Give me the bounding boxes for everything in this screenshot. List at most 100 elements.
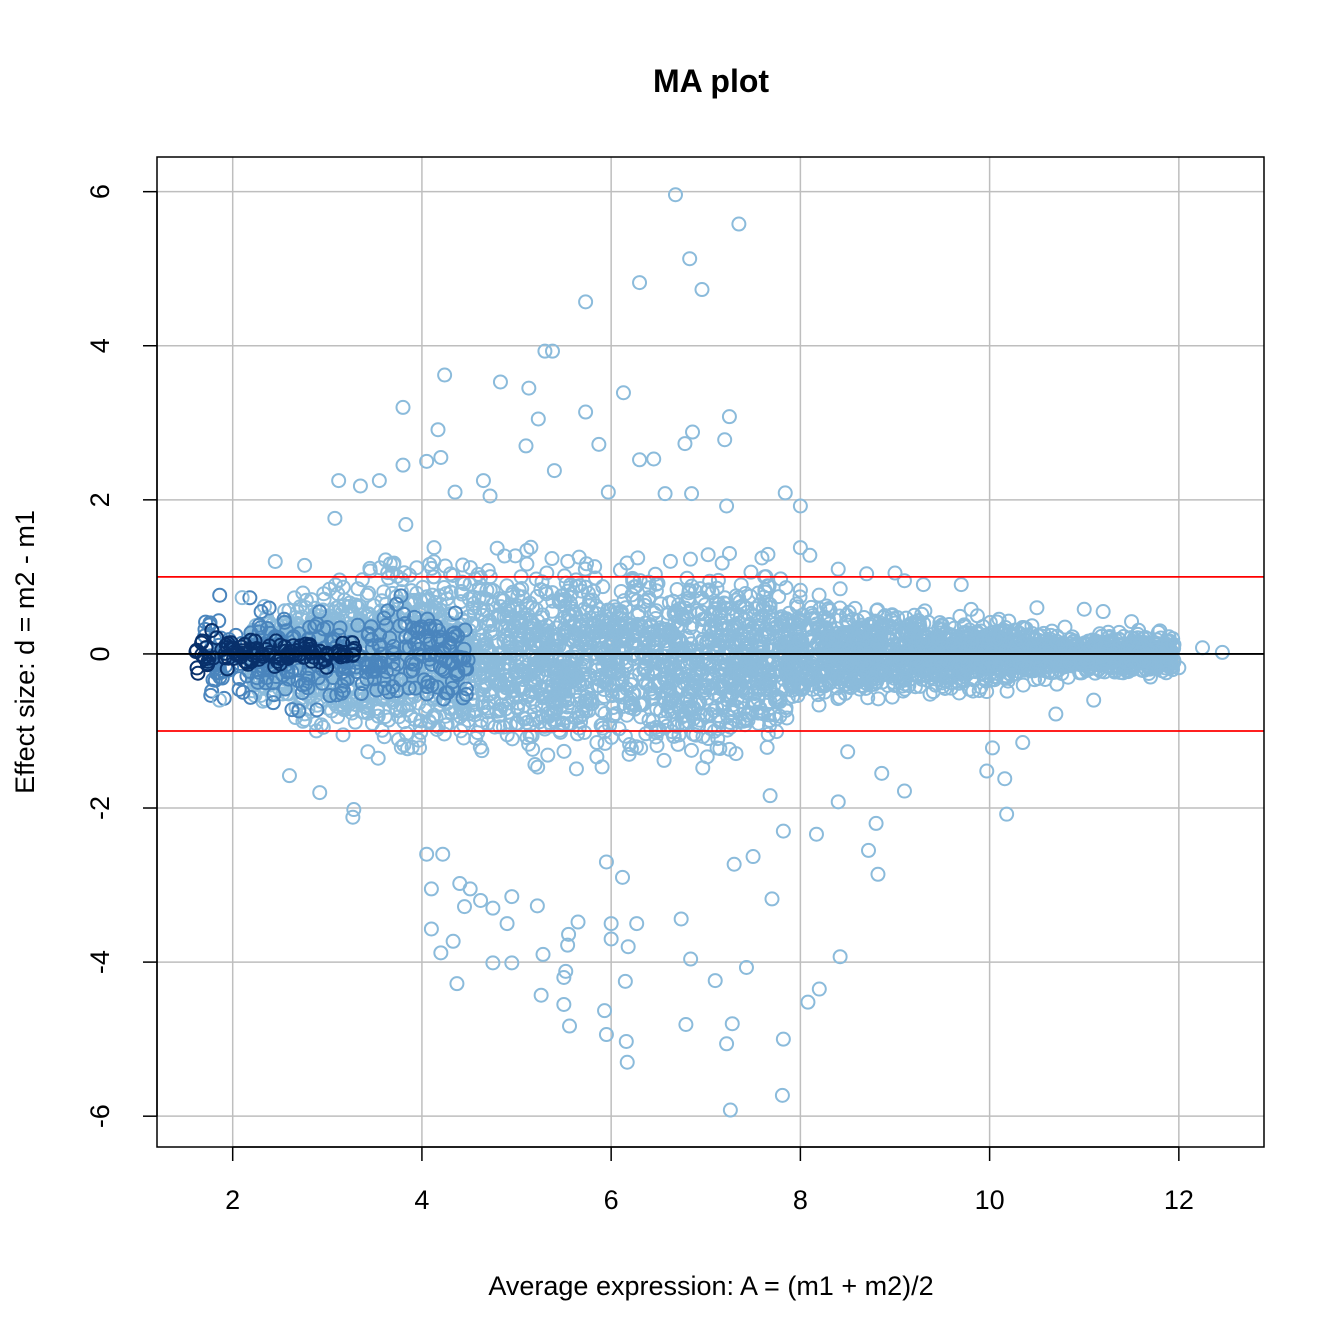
data-point: [190, 665, 206, 681]
data-point: [277, 681, 293, 697]
data-point: [564, 665, 580, 681]
data-point: [523, 539, 539, 555]
data-point: [896, 783, 912, 799]
data-point: [637, 633, 653, 649]
data-point: [747, 655, 763, 671]
data-point: [482, 613, 498, 629]
data-point: [682, 251, 698, 267]
data-point: [513, 613, 529, 629]
data-point: [824, 632, 840, 648]
data-point: [724, 1016, 740, 1032]
data-point: [600, 484, 616, 500]
data-point: [1121, 663, 1137, 679]
data-point: [519, 542, 535, 558]
x-tick-label: 10: [975, 1185, 1005, 1215]
data-point: [455, 690, 471, 706]
data-point: [726, 618, 742, 634]
data-point: [915, 577, 931, 593]
data-point: [370, 708, 386, 724]
data-point: [606, 636, 622, 652]
data-point: [791, 634, 807, 650]
data-point: [704, 633, 720, 649]
data-point: [947, 657, 963, 673]
y-tick-label: 6: [85, 184, 115, 199]
data-point: [430, 422, 446, 438]
data-point: [653, 703, 669, 719]
data-point: [424, 560, 440, 576]
data-point: [981, 657, 997, 673]
data-point: [820, 601, 836, 617]
x-axis-label: Average expression: A = (m1 + m2)/2: [488, 1271, 933, 1301]
data-point: [296, 649, 312, 665]
data-point: [739, 666, 755, 682]
data-point: [832, 689, 848, 705]
data-point: [1097, 664, 1113, 680]
data-point: [876, 665, 892, 681]
data-point: [409, 560, 425, 576]
data-point: [544, 343, 560, 359]
data-point: [385, 661, 401, 677]
data-point: [561, 926, 577, 942]
data-point: [591, 436, 607, 452]
data-point: [563, 613, 579, 629]
data-point: [482, 488, 498, 504]
data-point: [542, 689, 558, 705]
data-point: [331, 473, 347, 489]
data-point: [467, 642, 483, 658]
data-point: [625, 697, 641, 713]
data-point: [656, 752, 672, 768]
data-point: [261, 600, 277, 616]
data-point: [730, 632, 746, 648]
data-point: [533, 987, 549, 1003]
data-point: [350, 617, 366, 633]
data-point: [604, 683, 620, 699]
data-point: [591, 601, 607, 617]
data-point: [705, 680, 721, 696]
data-point: [196, 649, 212, 665]
data-point: [497, 628, 513, 644]
data-point: [1022, 638, 1038, 654]
data-point: [728, 592, 744, 608]
data-point: [715, 668, 731, 684]
data-point: [429, 679, 445, 695]
data-point: [625, 570, 641, 586]
data-point: [597, 705, 613, 721]
data-point: [447, 484, 463, 500]
y-tick-label: 4: [85, 338, 115, 353]
data-point: [762, 788, 778, 804]
data-point: [870, 691, 886, 707]
data-point: [547, 664, 563, 680]
data-point: [857, 648, 873, 664]
data-point: [668, 608, 684, 624]
data-point: [315, 719, 331, 735]
data-point: [347, 640, 363, 656]
data-point: [648, 610, 664, 626]
data-point: [232, 671, 248, 687]
data-point: [452, 876, 468, 892]
y-tick-label: 2: [85, 492, 115, 507]
data-point: [447, 605, 463, 621]
data-point: [897, 662, 913, 678]
data-point: [830, 691, 846, 707]
data-point: [556, 970, 572, 986]
data-point: [592, 629, 608, 645]
data-point: [242, 590, 258, 606]
data-point: [830, 561, 846, 577]
data-point: [568, 761, 584, 777]
data-point: [578, 404, 594, 420]
data-point: [479, 582, 495, 598]
data-point: [623, 741, 639, 757]
data-point: [447, 704, 463, 720]
data-point: [1132, 637, 1148, 653]
data-point: [777, 485, 793, 501]
data-point: [284, 702, 300, 718]
data-point: [393, 672, 409, 688]
data-point: [682, 551, 698, 567]
data-point: [560, 937, 576, 953]
x-tick-label: 6: [604, 1185, 619, 1215]
data-point: [651, 656, 667, 672]
data-point: [361, 626, 377, 642]
data-point: [792, 589, 808, 605]
data-point: [1105, 660, 1121, 676]
data-point: [295, 585, 311, 601]
